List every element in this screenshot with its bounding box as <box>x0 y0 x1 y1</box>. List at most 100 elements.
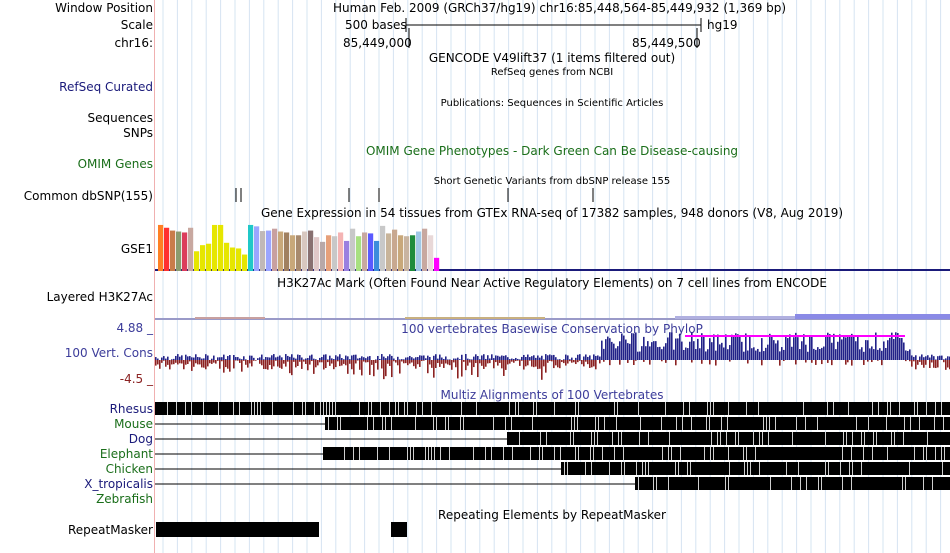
multiz-species-x-tropicalis[interactable]: X_tropicalis <box>84 477 153 491</box>
conservation-score-bar <box>343 360 345 364</box>
conservation-score-bar <box>523 354 525 360</box>
conservation-score-bar <box>567 355 569 360</box>
conservation-score-bar <box>737 334 739 360</box>
conservation-score-bar <box>801 341 803 360</box>
conservation-score-bar <box>405 360 407 364</box>
conservation-score-bar <box>527 360 529 366</box>
conservation-score-bar <box>943 359 945 360</box>
conservation-score-bar <box>603 348 605 360</box>
snps-track-label[interactable]: SNPs <box>123 126 153 140</box>
conservation-score-bar <box>325 360 327 369</box>
conservation-score-bar <box>941 355 943 360</box>
conservation-score-bar <box>833 333 835 360</box>
conservation-score-bar <box>769 333 771 360</box>
conservation-score-bar <box>421 355 423 360</box>
gtex-tissue-bar <box>170 230 176 271</box>
conservation-score-bar <box>415 357 417 360</box>
conservation-score-bar <box>885 347 887 360</box>
refseq-track-label[interactable]: RefSeq Curated <box>59 80 153 94</box>
conservation-score-bar <box>237 357 239 360</box>
multiz-species-elephant[interactable]: Elephant <box>99 447 153 461</box>
conservation-track-label[interactable]: 100 Vert. Cons <box>64 346 153 360</box>
conservation-score-bar <box>435 354 437 360</box>
conservation-score-bar <box>853 336 855 360</box>
multiz-species-mouse[interactable]: Mouse <box>114 417 153 431</box>
conservation-score-bar <box>499 356 501 360</box>
conservation-score-bar <box>509 359 511 360</box>
conservation-score-bar <box>937 360 939 368</box>
conservation-score-bar <box>629 343 631 360</box>
conservation-score-bar <box>551 360 553 362</box>
conservation-score-bar <box>253 360 255 361</box>
conservation-score-bar <box>313 358 315 360</box>
conservation-score-bar <box>921 354 923 360</box>
conservation-score-bar <box>401 360 403 362</box>
conservation-score-bar <box>319 357 321 360</box>
multiz-species-dog[interactable]: Dog <box>128 432 153 446</box>
conservation-score-bar <box>233 355 235 360</box>
conservation-score-bar <box>897 333 899 360</box>
dbsnp-track-label[interactable]: Common dbSNP(155) <box>23 189 153 203</box>
conservation-score-bar <box>403 359 405 360</box>
conservation-score-bar <box>521 356 523 360</box>
multiz-species-chicken[interactable]: Chicken <box>105 462 153 476</box>
conservation-score-bar <box>863 360 865 365</box>
h3k27ac-track-label[interactable]: Layered H3K27Ac <box>46 290 153 304</box>
conservation-score-bar <box>291 360 293 376</box>
conservation-score-bar <box>575 357 577 360</box>
conservation-score-bar <box>389 354 391 360</box>
conservation-score-bar <box>429 360 431 365</box>
conservation-score-bar <box>693 341 695 360</box>
conservation-score-bar <box>529 357 531 360</box>
conservation-score-bar <box>345 355 347 360</box>
conservation-score-bar <box>177 354 179 360</box>
conservation-score-bar <box>697 338 699 360</box>
conservation-score-bar <box>479 359 481 360</box>
gtex-gene-label[interactable]: GSE1 <box>120 242 153 256</box>
repeatmasker-track-label[interactable]: RepeatMasker <box>67 523 153 537</box>
omim-track-label[interactable]: OMIM Genes <box>77 157 153 171</box>
conservation-score-bar <box>483 354 485 360</box>
conservation-score-bar <box>177 360 179 365</box>
conservation-score-bar <box>773 340 775 360</box>
gtex-bar-chart[interactable] <box>155 222 950 274</box>
conservation-score-bar <box>835 349 837 360</box>
gtex-tissue-bar <box>410 235 416 271</box>
conservation-score-bar <box>805 360 807 363</box>
conservation-score-bar <box>719 344 721 360</box>
conservation-score-bar <box>417 360 419 365</box>
conservation-score-bar <box>513 358 515 360</box>
conservation-score-bar <box>185 354 187 360</box>
conservation-score-bar <box>203 360 205 368</box>
conservation-score-bar <box>465 360 467 371</box>
sequences-track-label[interactable]: Sequences <box>87 111 153 125</box>
conservation-score-bar <box>229 355 231 360</box>
conservation-score-bar <box>271 355 273 360</box>
conservation-score-bar <box>709 360 711 365</box>
conservation-score-bar <box>327 360 329 363</box>
gtex-tissue-bar <box>266 230 272 271</box>
conservation-score-bar <box>275 360 277 361</box>
multiz-species-rhesus[interactable]: Rhesus <box>109 402 153 416</box>
conservation-score-bar <box>705 351 707 360</box>
alignment-block <box>635 477 950 490</box>
conservation-score-bar <box>279 360 281 368</box>
conservation-score-bar <box>911 360 913 367</box>
conservation-score-bar <box>205 354 207 360</box>
conservation-score-bar <box>203 358 205 360</box>
conservation-score-bar <box>547 355 549 360</box>
conservation-score-bar <box>261 360 263 366</box>
conservation-score-bar <box>275 357 277 360</box>
multiz-species-zebrafish[interactable]: Zebrafish <box>96 492 153 506</box>
conservation-score-bar <box>937 356 939 360</box>
conservation-score-bar <box>789 334 791 360</box>
multiz-track-title: Multiz Alignments of 100 Vertebrates <box>440 388 664 402</box>
conservation-score-bar <box>199 360 201 365</box>
scale-value: 500 bases <box>345 18 407 32</box>
conservation-score-bar <box>901 338 903 360</box>
conservation-score-bar <box>213 355 215 360</box>
conservation-score-bar <box>467 360 469 366</box>
conservation-score-bar <box>639 351 641 360</box>
conservation-score-bar <box>389 360 391 366</box>
